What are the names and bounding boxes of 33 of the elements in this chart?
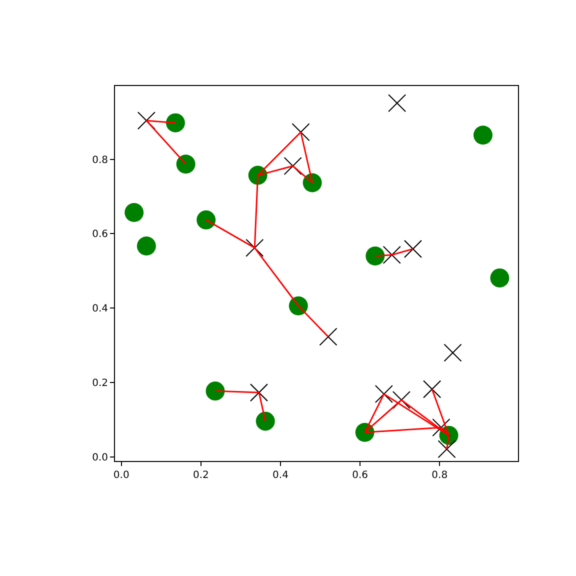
point <box>474 126 492 145</box>
point <box>166 113 185 132</box>
point <box>374 384 393 404</box>
y-tick-label: 0.6 <box>92 229 108 240</box>
point <box>302 173 322 192</box>
y-tick-label: 0.8 <box>92 154 108 166</box>
point <box>250 384 268 402</box>
x-tick-label: 0.4 <box>272 470 288 481</box>
point <box>124 202 144 222</box>
point <box>196 210 216 230</box>
x-tick-label: 0.2 <box>192 470 209 481</box>
point <box>438 440 456 458</box>
point <box>137 112 156 130</box>
point <box>136 236 156 256</box>
point <box>366 246 385 266</box>
x-tick-label: 0.6 <box>352 470 368 481</box>
point <box>256 412 275 431</box>
y-tick-label: 0.2 <box>92 378 108 389</box>
point <box>423 380 442 398</box>
point <box>392 390 410 410</box>
point <box>176 154 196 174</box>
point <box>388 94 406 112</box>
x-tick-label: 0.0 <box>113 470 130 481</box>
point <box>404 240 422 258</box>
point <box>246 238 264 257</box>
y-tick-label: 0.0 <box>92 452 108 464</box>
point <box>284 156 302 176</box>
point <box>490 268 510 288</box>
point <box>382 246 401 264</box>
y-tick-label: 0.4 <box>92 304 108 315</box>
point <box>444 344 462 362</box>
point <box>206 382 225 401</box>
x-tick-label: 0.8 <box>432 470 448 481</box>
